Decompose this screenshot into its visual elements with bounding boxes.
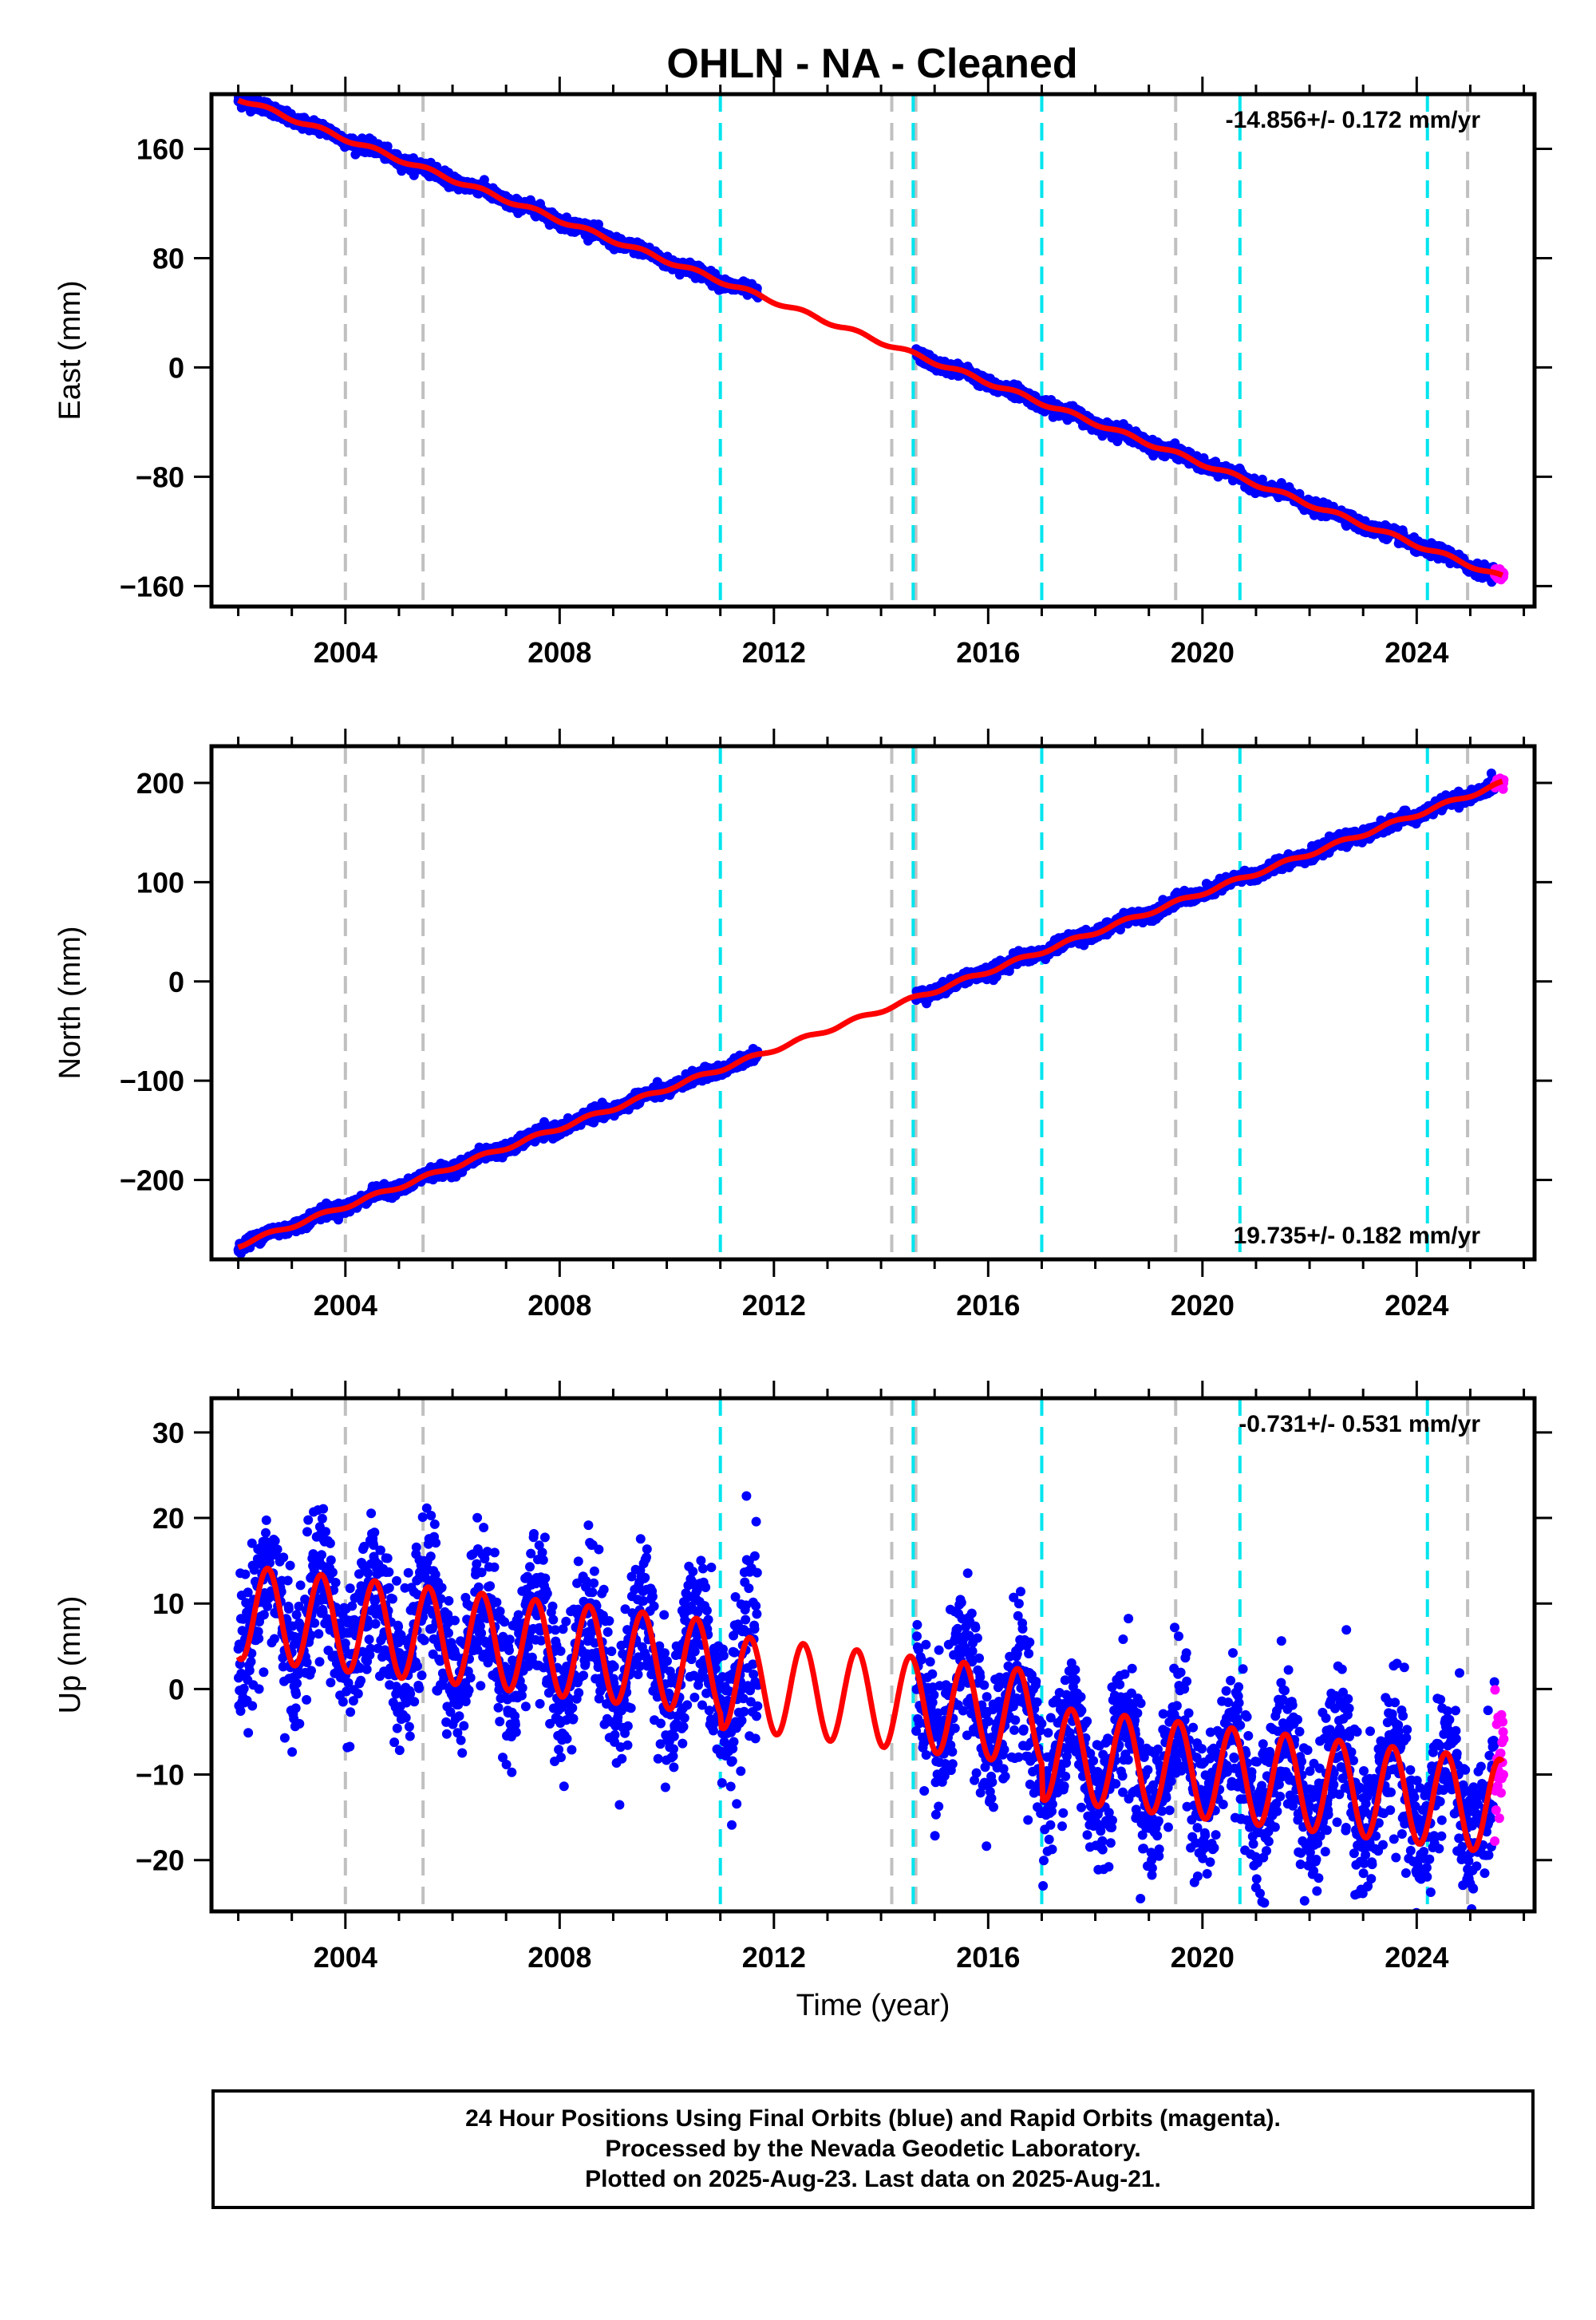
y-tick-label: 160	[136, 132, 184, 165]
figure-title: OHLN - NA - Cleaned	[666, 41, 1077, 87]
y-tick-label: 80	[152, 242, 184, 275]
x-tick-label: 2008	[527, 636, 591, 669]
x-tick-label: 2020	[1171, 636, 1235, 669]
x-tick-label: 2024	[1385, 636, 1448, 669]
x-tick-label: 2016	[956, 636, 1020, 669]
y-tick-label: −160	[120, 570, 184, 603]
y-tick-label: −80	[136, 460, 184, 493]
x-tick-label: 2004	[314, 636, 377, 669]
x-tick-label: 2012	[742, 636, 806, 669]
y-tick-label: 0	[168, 351, 184, 384]
rate-label: -14.856+/- 0.172 mm/yr	[1226, 107, 1481, 133]
y-axis-label: East (mm)	[53, 280, 87, 420]
panel-east: 2004 2008 2012 2016 2020 2024 −160 −80 0 80 160 Eas…	[53, 77, 1552, 669]
